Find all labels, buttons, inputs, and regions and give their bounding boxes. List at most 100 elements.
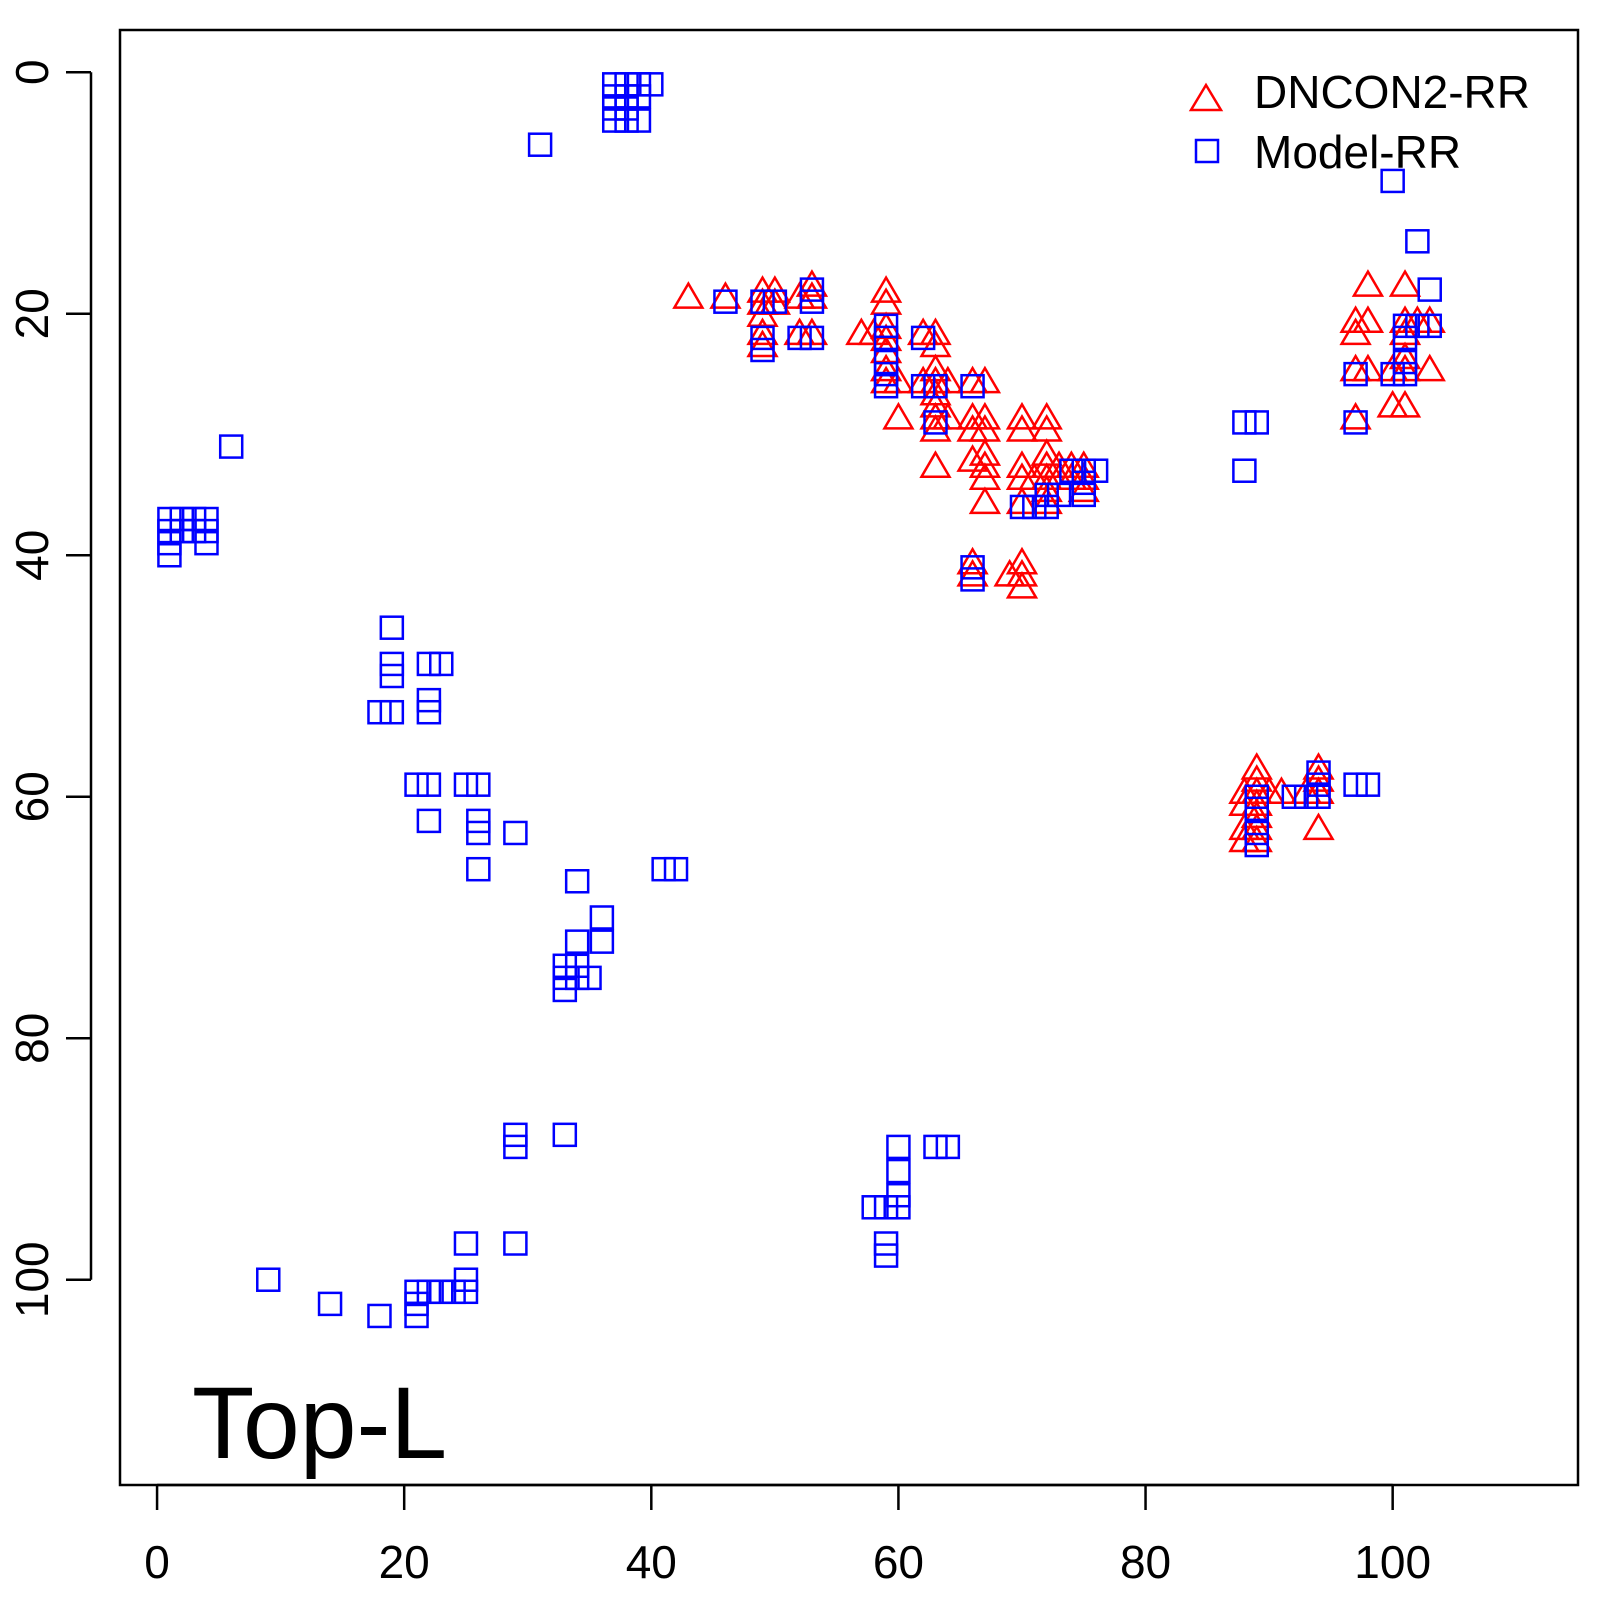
data-point-square — [799, 289, 825, 314]
data-point-square — [886, 1195, 911, 1220]
data-point-square — [1232, 458, 1257, 483]
data-point-square — [1405, 313, 1430, 339]
data-point-square — [1083, 458, 1109, 483]
data-point-triangle — [795, 317, 829, 346]
data-point-triangle — [1005, 570, 1039, 599]
data-point-square — [1392, 361, 1418, 387]
data-point-triangle — [919, 317, 952, 346]
data-point-square — [429, 651, 454, 677]
data-point-square — [367, 699, 392, 725]
data-point-triangle — [956, 558, 989, 587]
y-tick-label: 60 — [6, 771, 58, 822]
data-point-square — [453, 772, 479, 797]
y-tick-label: 100 — [6, 1241, 58, 1318]
data-point-square — [466, 772, 491, 797]
data-point-triangle — [1265, 776, 1298, 804]
data-point-square — [416, 651, 442, 677]
data-point-square — [639, 72, 664, 97]
data-point-square — [1232, 410, 1257, 435]
data-point-square — [503, 820, 528, 846]
data-point-triangle — [1413, 305, 1446, 334]
data-point-square — [910, 373, 936, 399]
data-point-square — [466, 856, 491, 882]
data-point-triangle — [1240, 824, 1273, 853]
data-point-square — [750, 337, 775, 363]
data-point-triangle — [1351, 305, 1385, 334]
data-point-triangle — [956, 546, 989, 575]
data-point-square — [218, 434, 244, 459]
data-point-triangle — [746, 329, 779, 358]
plot-annotation: Top-L — [192, 1366, 447, 1480]
data-point-square — [577, 965, 602, 991]
data-point-triangle — [1339, 401, 1372, 430]
data-point-square — [1417, 277, 1442, 302]
model-rr-points — [157, 72, 1442, 1329]
data-point-triangle — [1030, 401, 1063, 430]
data-point-triangle — [1067, 462, 1100, 491]
x-tick-label: 100 — [1354, 1536, 1431, 1588]
data-point-triangle — [672, 281, 705, 309]
data-point-triangle — [956, 444, 989, 472]
x-tick-label: 40 — [626, 1536, 677, 1588]
data-points — [157, 72, 1446, 1329]
data-point-triangle — [968, 450, 1002, 478]
y-tick-label: 20 — [6, 288, 58, 339]
data-point-square — [317, 1291, 343, 1317]
data-point-triangle — [857, 317, 890, 346]
data-point-square — [416, 808, 442, 834]
data-point-square — [1343, 361, 1368, 387]
x-tick-label: 80 — [1120, 1536, 1171, 1588]
data-point-square — [503, 1231, 528, 1256]
data-point-square — [923, 1134, 948, 1160]
legend: DNCON2-RR Model-RR — [1188, 66, 1530, 178]
data-point-square — [1046, 482, 1072, 508]
data-point-square — [589, 929, 615, 954]
data-point-square — [441, 1279, 466, 1305]
data-point-square — [256, 1267, 281, 1292]
data-point-triangle — [968, 365, 1002, 394]
data-point-square — [453, 1279, 479, 1305]
data-point-square — [466, 820, 491, 846]
data-point-triangle — [1302, 764, 1335, 792]
data-point-square — [367, 1303, 392, 1329]
data-point-square — [614, 108, 639, 133]
data-point-square — [1380, 168, 1405, 194]
data-point-square — [1244, 410, 1269, 435]
data-point-triangle — [1005, 401, 1039, 430]
y-tick-label: 0 — [6, 59, 58, 85]
data-point-triangle — [882, 365, 915, 394]
data-point-triangle — [931, 401, 965, 430]
data-point-square — [750, 289, 775, 314]
data-point-triangle — [1413, 353, 1446, 382]
data-point-square — [379, 699, 405, 725]
y-tick-label: 80 — [6, 1013, 58, 1064]
x-tick-label: 20 — [379, 1536, 430, 1588]
data-point-triangle — [1388, 389, 1422, 418]
data-point-square — [1009, 494, 1035, 520]
data-point-square — [861, 1195, 886, 1220]
data-point-triangle — [869, 275, 903, 303]
data-point-square — [960, 567, 985, 592]
data-point-square — [564, 929, 590, 954]
data-point-triangle — [882, 401, 915, 430]
data-point-square — [799, 325, 825, 351]
data-point-triangle — [968, 486, 1002, 515]
data-point-triangle — [795, 269, 829, 297]
data-point-square — [923, 373, 948, 399]
legend-label-model-rr: Model-RR — [1254, 126, 1461, 178]
data-point-square — [404, 1303, 429, 1329]
data-point-triangle — [1388, 353, 1422, 382]
data-point-triangle — [919, 450, 952, 478]
data-point-square — [1306, 784, 1331, 809]
data-point-triangle — [795, 281, 829, 309]
data-point-triangle — [1005, 486, 1039, 515]
data-point-square — [713, 289, 738, 314]
data-point-triangle — [931, 365, 965, 394]
legend-marker-model-rr — [1194, 138, 1220, 164]
plot-area-frame — [118, 28, 1580, 1487]
data-point-triangle — [1240, 812, 1273, 841]
data-point-square — [960, 373, 985, 399]
data-point-square — [1343, 410, 1368, 435]
data-point-square — [404, 772, 429, 797]
